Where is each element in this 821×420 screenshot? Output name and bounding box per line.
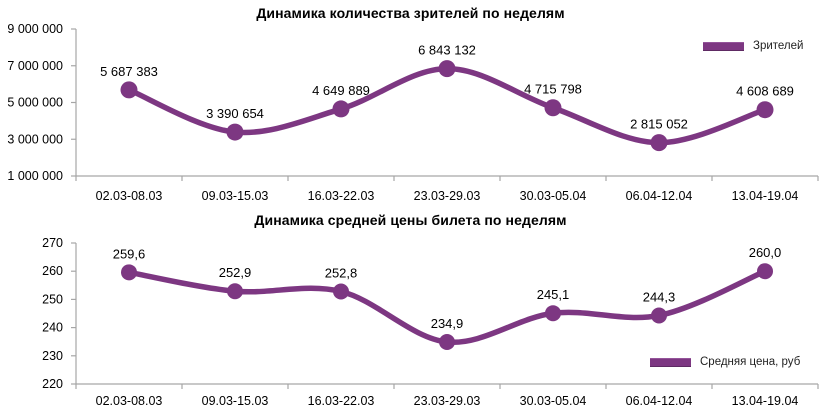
data-point-marker <box>757 263 773 280</box>
y-tick-label: 240 <box>42 321 63 335</box>
data-point-label: 4 715 798 <box>524 82 582 97</box>
data-point-marker <box>120 81 138 99</box>
data-point-marker <box>227 283 243 300</box>
data-point-label: 3 390 654 <box>206 106 264 121</box>
y-tick-label: 9 000 000 <box>7 22 63 36</box>
data-point-marker <box>333 283 349 300</box>
data-point-label: 4 649 889 <box>312 83 370 98</box>
x-tick-label: 06.04-12.04 <box>626 189 693 203</box>
y-tick-label: 260 <box>42 264 63 278</box>
data-point-marker <box>756 101 774 119</box>
y-tick-label: 1 000 000 <box>7 169 63 183</box>
x-tick-label: 16.03-22.03 <box>308 189 375 203</box>
data-point-label: 252,9 <box>219 265 252 280</box>
viewers-line-plot: 9 000 000 7 000 000 5 000 000 3 000 000 1 00… <box>7 22 819 203</box>
y-tick-label: 250 <box>42 292 63 306</box>
avg-ticket-price-chart: Динамика средней цены билета по неделям … <box>0 210 821 420</box>
x-tick-label: 02.03-08.03 <box>96 394 163 408</box>
data-point-label: 234,9 <box>431 316 464 331</box>
data-point-marker <box>545 305 561 322</box>
y-tick-label: 5 000 000 <box>7 96 63 110</box>
x-tick-label: 02.03-08.03 <box>96 189 163 203</box>
x-tick-label: 23.03-29.03 <box>414 189 481 203</box>
x-tick-label: 09.03-15.03 <box>202 394 269 408</box>
chart-title: Динамика средней цены билета по неделям <box>254 212 567 228</box>
y-tick-label: 220 <box>42 377 63 391</box>
legend-label: Средняя цена, руб <box>700 356 801 368</box>
x-tick-label: 13.04-19.04 <box>732 189 799 203</box>
legend-swatch-icon <box>650 357 691 367</box>
legend-label: Зрителей <box>753 40 804 52</box>
x-tick-label: 06.04-12.04 <box>626 394 693 408</box>
y-tick-label: 7 000 000 <box>7 59 63 73</box>
viewers-by-week-chart: Динамика количества зрителей по неделям … <box>7 5 819 203</box>
y-tick-label: 270 <box>42 236 63 250</box>
data-point-label: 252,8 <box>325 266 358 281</box>
legend: Средняя цена, руб <box>650 354 800 370</box>
data-point-marker <box>226 123 244 141</box>
x-tick-label: 16.03-22.03 <box>308 394 375 408</box>
x-tick-label: 30.03-05.04 <box>520 394 587 408</box>
x-tick-label: 13.04-19.04 <box>732 394 799 408</box>
data-point-label: 5 687 383 <box>100 64 158 79</box>
data-point-marker <box>439 333 455 350</box>
data-point-label: 245,1 <box>537 287 570 302</box>
data-point-marker <box>332 100 350 118</box>
data-point-label: 259,6 <box>113 246 146 261</box>
chart-title: Динамика количества зрителей по неделям <box>256 5 565 21</box>
data-point-marker <box>438 60 456 78</box>
price-line-plot: 270 260 250 240 230 220 02.03-08.03 09.03-15.03… <box>42 236 819 408</box>
x-tick-label: 23.03-29.03 <box>414 394 481 408</box>
data-point-marker <box>544 99 562 117</box>
legend: Зрителей <box>703 38 803 54</box>
data-point-marker <box>651 307 667 324</box>
data-point-marker <box>650 134 668 152</box>
y-tick-label: 230 <box>42 349 63 363</box>
data-point-marker <box>121 264 137 281</box>
x-tick-label: 09.03-15.03 <box>202 189 269 203</box>
data-point-label: 2 815 052 <box>630 117 688 132</box>
x-tick-label: 30.03-05.04 <box>520 189 587 203</box>
legend-swatch-icon <box>703 41 744 51</box>
data-point-label: 6 843 132 <box>418 43 476 58</box>
data-point-label: 260,0 <box>749 245 782 260</box>
y-tick-label: 3 000 000 <box>7 132 63 146</box>
series-line <box>126 268 768 345</box>
data-point-label: 244,3 <box>643 289 676 304</box>
data-point-label: 4 608 689 <box>736 84 794 99</box>
